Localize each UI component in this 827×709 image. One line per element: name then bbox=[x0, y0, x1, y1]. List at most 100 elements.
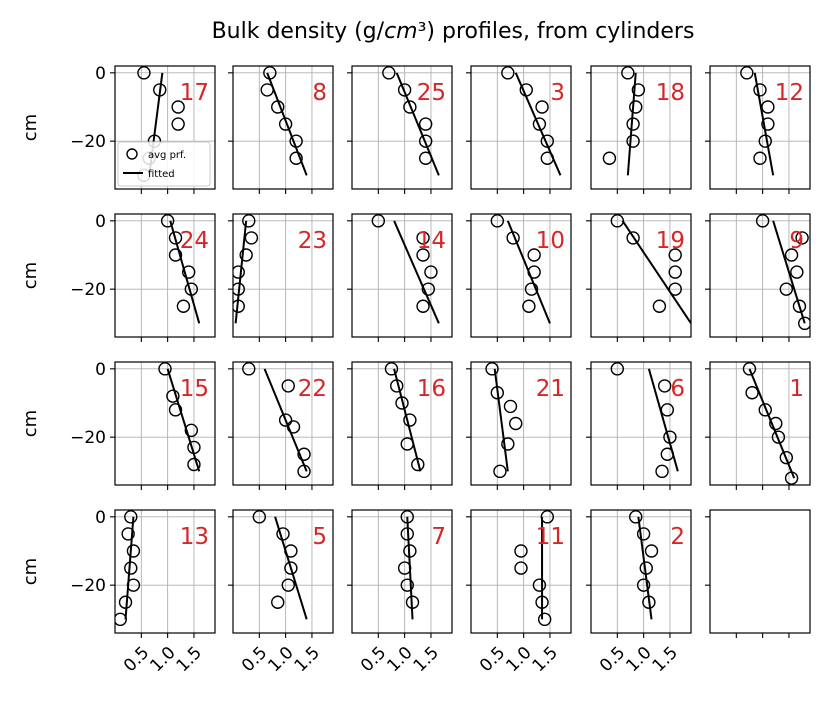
x-tick-label: 1.5 bbox=[410, 643, 443, 676]
panel-number: 8 bbox=[312, 80, 327, 106]
panel-empty bbox=[705, 510, 810, 638]
data-point bbox=[232, 266, 244, 278]
panel-number: 19 bbox=[656, 228, 685, 254]
panel-data bbox=[399, 511, 419, 620]
panel-number: 3 bbox=[550, 80, 565, 106]
panel-number: 10 bbox=[536, 228, 565, 254]
data-point bbox=[746, 387, 758, 399]
panel-data bbox=[611, 363, 678, 478]
x-tick-label: 1.5 bbox=[649, 643, 682, 676]
panel-number: 22 bbox=[298, 376, 327, 402]
panel-3: 3 bbox=[466, 66, 571, 194]
y-axis-label: cm bbox=[20, 558, 41, 585]
y-tick-label: 0 bbox=[95, 360, 106, 380]
data-point bbox=[653, 300, 665, 312]
data-point bbox=[515, 562, 527, 574]
panel-7: 70.51.01.5 bbox=[347, 510, 452, 676]
x-tick-label: 1.5 bbox=[173, 643, 206, 676]
panel-grid: 1 7 0 −20 cm avg prf. fitted 8 25 3 18 12 24 0 −20 cm 23… bbox=[20, 64, 811, 676]
data-point bbox=[177, 300, 189, 312]
y-tick-label: −20 bbox=[70, 132, 106, 152]
panel-data bbox=[232, 215, 257, 324]
data-point bbox=[754, 84, 766, 96]
panel-18: 18 bbox=[586, 66, 691, 194]
data-point bbox=[272, 596, 284, 608]
data-point bbox=[404, 414, 416, 426]
panel-number: 6 bbox=[670, 376, 685, 402]
panel-number: 12 bbox=[775, 80, 804, 106]
panel-number: 16 bbox=[417, 376, 446, 402]
data-point bbox=[417, 300, 429, 312]
panel-number: 18 bbox=[656, 80, 685, 106]
panel-number: 24 bbox=[180, 228, 209, 254]
data-point bbox=[494, 465, 506, 477]
fitted-line bbox=[275, 517, 307, 620]
panel-14: 14 bbox=[347, 214, 452, 342]
data-point bbox=[172, 118, 184, 130]
data-point bbox=[661, 404, 673, 416]
y-tick-label: 0 bbox=[95, 64, 106, 84]
y-tick-label: 0 bbox=[95, 508, 106, 528]
panel-number: 25 bbox=[417, 80, 446, 106]
panel-frame bbox=[710, 510, 810, 633]
panel-number: 5 bbox=[312, 524, 327, 550]
panel-16: 16 bbox=[347, 362, 452, 490]
panel-5: 50.51.01.5 bbox=[228, 510, 333, 676]
data-point bbox=[754, 152, 766, 164]
panel-11: 110.51.01.5 bbox=[466, 510, 571, 676]
data-point bbox=[520, 84, 532, 96]
panel-15: 150−20cm bbox=[20, 360, 215, 490]
data-point bbox=[127, 545, 139, 557]
data-point bbox=[541, 152, 553, 164]
data-point bbox=[536, 101, 548, 113]
data-point bbox=[261, 84, 273, 96]
panel-19: 19 bbox=[586, 214, 691, 342]
data-point bbox=[630, 101, 642, 113]
fitted-line bbox=[495, 369, 508, 472]
data-point bbox=[661, 448, 673, 460]
panel-2: 20.51.01.5 bbox=[586, 510, 691, 676]
panel-1: 1 bbox=[705, 362, 810, 490]
data-point bbox=[523, 300, 535, 312]
data-point bbox=[282, 380, 294, 392]
data-point bbox=[401, 438, 413, 450]
x-tick-label: 1.5 bbox=[291, 643, 324, 676]
data-point bbox=[646, 545, 658, 557]
data-point bbox=[656, 465, 668, 477]
panel-23: 23 bbox=[228, 214, 333, 342]
panel-22: 22 bbox=[228, 362, 333, 490]
data-point bbox=[515, 545, 527, 557]
y-tick-label: −20 bbox=[70, 280, 106, 300]
data-point bbox=[791, 266, 803, 278]
panel-data bbox=[253, 511, 306, 620]
data-point bbox=[504, 400, 516, 412]
panel-25: 25 bbox=[347, 66, 452, 194]
data-point bbox=[510, 418, 522, 430]
data-point bbox=[245, 232, 257, 244]
panel-number: 7 bbox=[431, 524, 446, 550]
panel-number: 9 bbox=[789, 228, 804, 254]
fitted-line bbox=[628, 73, 636, 175]
panel-8: 8 bbox=[228, 66, 333, 194]
legend: avg prf. fitted bbox=[118, 142, 210, 186]
panel-9: 9 bbox=[705, 214, 811, 342]
data-point bbox=[420, 152, 432, 164]
legend-label-points: avg prf. bbox=[148, 150, 186, 161]
panel-21: 21 bbox=[466, 362, 571, 490]
panel-number: 11 bbox=[536, 524, 565, 550]
panel-number: 21 bbox=[536, 376, 565, 402]
figure-title: Bulk density (g/cm³) profiles, from cyli… bbox=[212, 19, 695, 44]
panel-data bbox=[114, 511, 139, 626]
panel-number: 1 bbox=[789, 376, 804, 402]
y-axis-label: cm bbox=[20, 410, 41, 437]
panel-12: 12 bbox=[705, 66, 810, 194]
y-tick-label: 0 bbox=[95, 212, 106, 232]
panel-number: 13 bbox=[180, 524, 209, 550]
panel-24: 240−20cm bbox=[20, 212, 215, 342]
legend-label-fit: fitted bbox=[148, 169, 175, 180]
panel-number: 15 bbox=[180, 376, 209, 402]
panel-data bbox=[486, 363, 522, 478]
panel-13: 130−20cm0.51.01.5 bbox=[20, 508, 215, 676]
data-point bbox=[285, 545, 297, 557]
